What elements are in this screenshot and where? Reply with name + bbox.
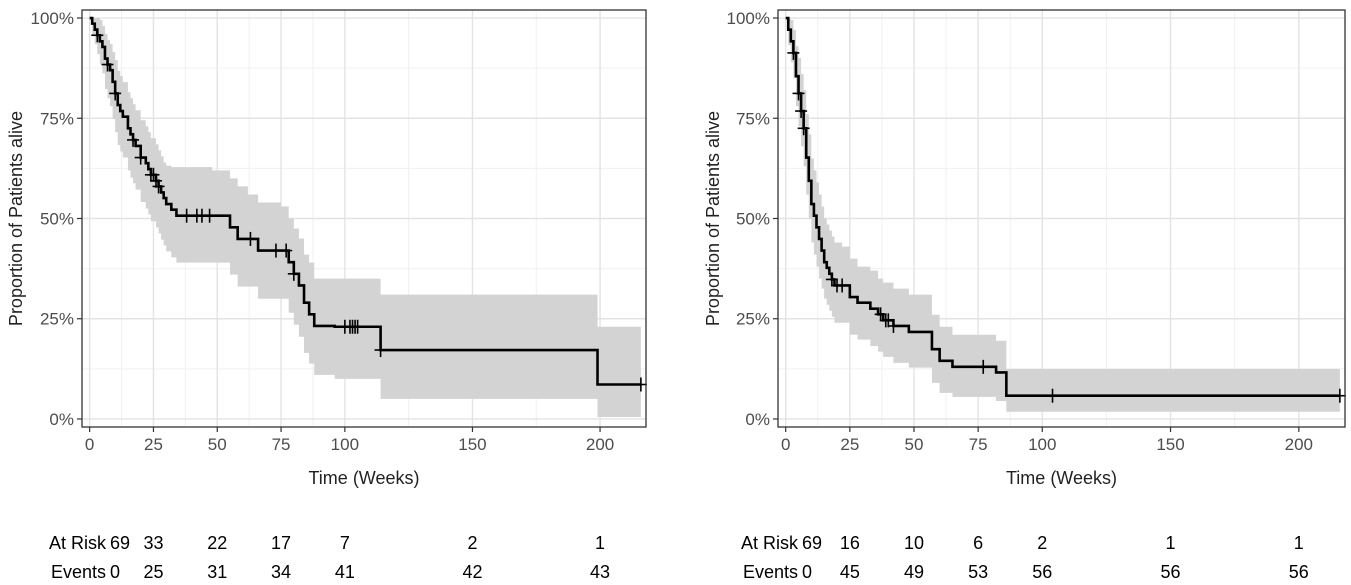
x-axis-title: Time (Weeks)	[308, 468, 419, 488]
at-risk-label: At Risk	[49, 533, 107, 553]
y-tick-label: 50%	[736, 210, 770, 229]
censor-mark	[127, 132, 140, 147]
censor-mark	[1046, 388, 1059, 403]
at-risk-value: 1	[595, 533, 605, 553]
events-value: 0	[802, 562, 812, 582]
events-value: 31	[207, 562, 227, 582]
y-tick-label: 100%	[31, 9, 74, 28]
censor-mark	[150, 173, 163, 188]
x-tick-label: 0	[781, 435, 790, 454]
censor-mark	[351, 319, 364, 334]
at-risk-value: 1	[1294, 533, 1304, 553]
censor-mark	[374, 343, 387, 358]
at-risk-value: 2	[1037, 533, 1047, 553]
censor-mark	[91, 28, 104, 43]
x-tick-label: 75	[272, 435, 291, 454]
at-risk-value: 33	[143, 533, 163, 553]
at-risk-value: 1	[1166, 533, 1176, 553]
censor-mark	[244, 231, 257, 246]
y-axis-title: Proportion of Patients alive	[703, 111, 723, 326]
x-tick-label: 75	[969, 435, 988, 454]
at-risk-value: 22	[207, 533, 227, 553]
y-tick-label: 75%	[40, 109, 74, 128]
x-tick-label: 25	[840, 435, 859, 454]
events-value: 0	[110, 562, 120, 582]
confidence-band	[785, 18, 1340, 412]
x-tick-label: 150	[458, 435, 486, 454]
censor-mark	[792, 86, 805, 101]
events-label: Events	[51, 562, 106, 582]
x-tick-label: 25	[144, 435, 163, 454]
censor-mark	[1333, 388, 1346, 403]
censor-mark	[836, 278, 849, 293]
censor-mark	[152, 179, 165, 194]
censor-mark	[269, 243, 282, 258]
censor-mark	[787, 45, 800, 60]
at-risk-value: 69	[110, 533, 130, 553]
y-tick-label: 0%	[745, 410, 770, 429]
x-tick-label: 50	[905, 435, 924, 454]
events-value: 45	[840, 562, 860, 582]
x-tick-label: 150	[1156, 435, 1184, 454]
x-tick-label: 100	[1028, 435, 1056, 454]
at-risk-value: 10	[904, 533, 924, 553]
at-risk-value: 2	[467, 533, 477, 553]
censor-mark	[147, 167, 160, 182]
at-risk-value: 16	[840, 533, 860, 553]
events-label: Events	[743, 562, 798, 582]
at-risk-value: 6	[973, 533, 983, 553]
at-risk-label: At Risk	[741, 533, 799, 553]
censor-mark	[287, 266, 300, 281]
censor-mark	[874, 307, 887, 322]
censor-mark	[797, 121, 810, 136]
x-tick-label: 0	[85, 435, 94, 454]
events-value: 25	[143, 562, 163, 582]
x-axis-title: Time (Weeks)	[1006, 468, 1117, 488]
censor-mark	[101, 57, 114, 72]
x-tick-label: 50	[208, 435, 227, 454]
censor-mark	[203, 208, 216, 223]
at-risk-value: 17	[271, 533, 291, 553]
y-tick-label: 0%	[49, 410, 74, 429]
x-tick-label: 200	[1285, 435, 1313, 454]
events-value: 43	[590, 562, 610, 582]
censor-mark	[825, 272, 838, 287]
x-tick-label: 100	[331, 435, 359, 454]
events-value: 56	[1289, 562, 1309, 582]
censor-mark	[882, 313, 895, 328]
events-value: 42	[462, 562, 482, 582]
censor-mark	[109, 86, 122, 101]
censor-mark	[795, 104, 808, 119]
y-tick-label: 75%	[736, 109, 770, 128]
y-tick-label: 25%	[40, 310, 74, 329]
censor-mark	[134, 150, 147, 165]
y-axis-title: Proportion of Patients alive	[6, 111, 26, 326]
y-tick-label: 50%	[40, 210, 74, 229]
survival-curve	[785, 16, 1340, 398]
at-risk-value: 69	[802, 533, 822, 553]
confidence-band	[89, 18, 641, 417]
y-tick-label: 100%	[727, 9, 770, 28]
censor-mark	[180, 208, 193, 223]
events-value: 49	[904, 562, 924, 582]
events-value: 56	[1032, 562, 1052, 582]
y-tick-label: 25%	[736, 310, 770, 329]
at-risk-value: 7	[340, 533, 350, 553]
panel-1: 0% 25% 50% 75% 100% 0 25 50 75 100 150 200 Time (Wee…	[6, 9, 647, 582]
events-value: 41	[335, 562, 355, 582]
events-value: 56	[1161, 562, 1181, 582]
events-value: 53	[968, 562, 988, 582]
censor-mark	[280, 243, 293, 258]
censor-mark	[634, 377, 647, 392]
x-tick-label: 200	[586, 435, 614, 454]
censor-mark	[977, 359, 990, 374]
events-value: 34	[271, 562, 291, 582]
censor-mark	[887, 318, 900, 333]
